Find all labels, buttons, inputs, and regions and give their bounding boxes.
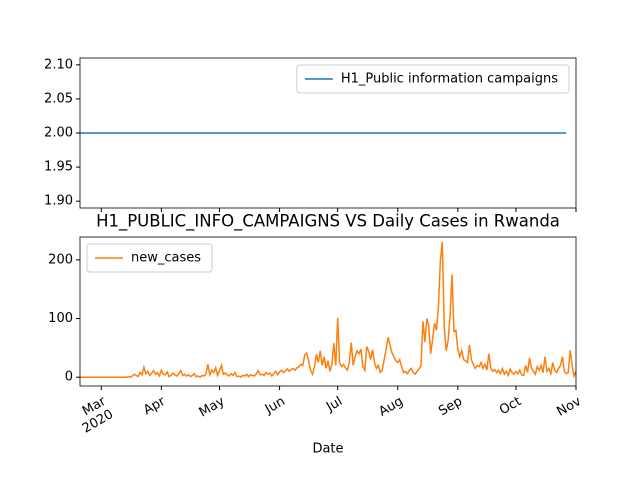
y-tick-label: 2.10: [44, 57, 73, 72]
y-tick-label: 200: [48, 252, 73, 267]
y-tick-label: 1.95: [44, 160, 73, 175]
axes-frame: [79, 57, 577, 209]
y-tick-label: 2.05: [44, 91, 73, 106]
chart-title: H1_PUBLIC_INFO_CAMPAIGNS VS Daily Cases …: [96, 212, 560, 232]
x-axis-label: Date: [312, 442, 343, 457]
y-tick-label: 100: [48, 311, 73, 326]
legend-box: [296, 64, 570, 94]
axes-frame: [79, 236, 577, 387]
legend-label: H1_Public information campaigns: [341, 72, 558, 87]
y-tick-label: 1.90: [44, 194, 73, 209]
y-tick-label: 2.00: [44, 126, 73, 141]
legend-label: new_cases: [131, 251, 201, 266]
legend-box: [86, 243, 213, 273]
y-tick-label: 0: [65, 370, 73, 385]
series-line: [80, 241, 577, 379]
